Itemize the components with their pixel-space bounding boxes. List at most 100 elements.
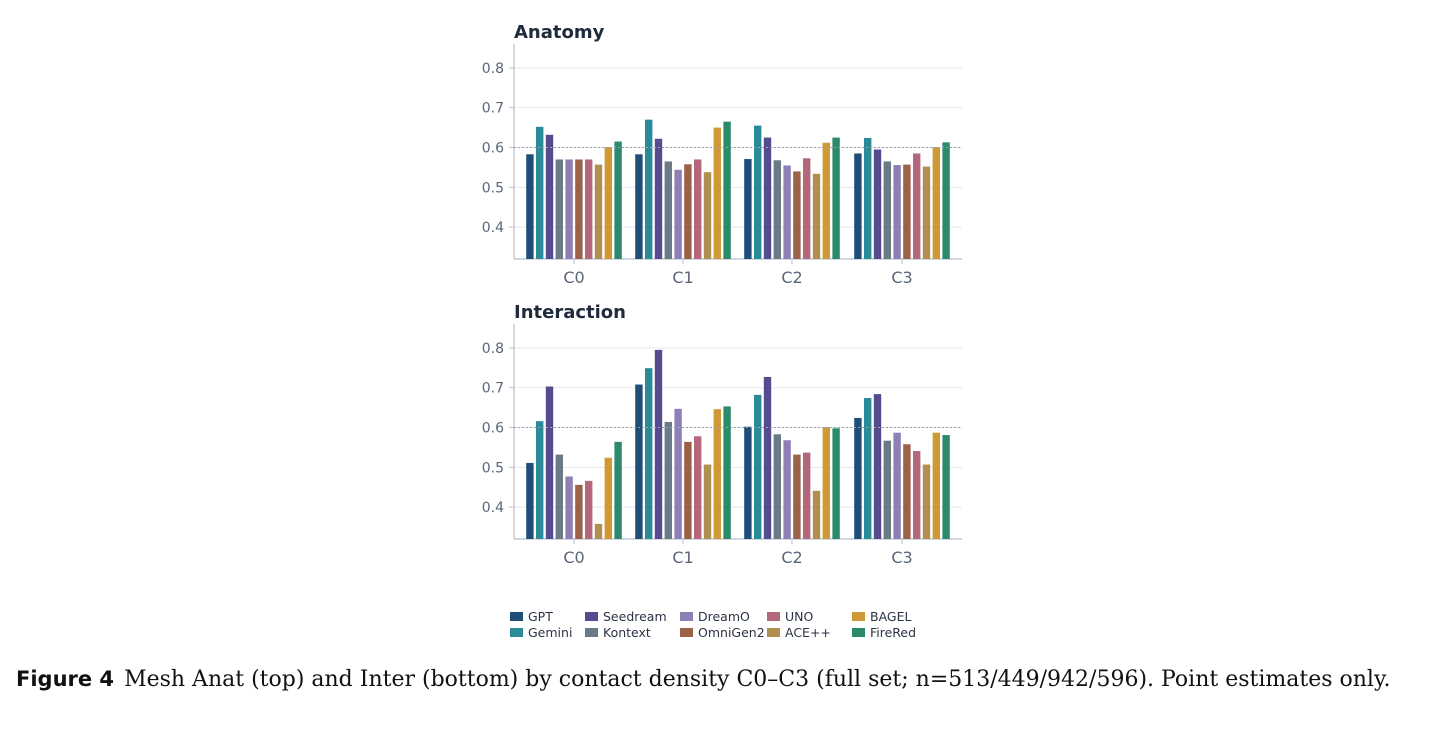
figure-canvas: Anatomy 0.4 0.5 0.6 0.7 0.8 C0 C1 C2 C3 Interacti… xyxy=(482,22,962,640)
bar xyxy=(585,480,593,539)
bar xyxy=(526,154,534,259)
bar xyxy=(763,137,772,259)
bar xyxy=(664,161,672,259)
legend-label: Seedream xyxy=(603,609,667,624)
bar xyxy=(864,398,872,539)
bar xyxy=(832,428,840,539)
x-tick-label: C3 xyxy=(891,548,912,567)
bar xyxy=(654,138,663,259)
bar xyxy=(803,158,811,259)
bar xyxy=(614,441,622,539)
bar xyxy=(585,159,593,259)
bar xyxy=(645,119,653,259)
legend-swatch xyxy=(680,628,693,637)
y-tick-label: 0.4 xyxy=(482,500,504,516)
bar xyxy=(744,159,752,259)
legend-swatch xyxy=(852,612,865,621)
bar xyxy=(664,421,672,539)
bar xyxy=(822,142,830,259)
bar xyxy=(873,149,882,259)
legend-swatch xyxy=(767,628,780,637)
y-tick-label: 0.4 xyxy=(482,220,504,236)
bar xyxy=(754,125,762,260)
legend-label: Gemini xyxy=(528,625,572,640)
anatomy-panel: Anatomy 0.4 0.5 0.6 0.7 0.8 C0 C1 C2 C3 xyxy=(482,22,962,287)
bar xyxy=(713,127,721,259)
x-tick-label: C1 xyxy=(672,548,693,567)
bar xyxy=(575,159,583,259)
legend-label: GPT xyxy=(528,609,553,624)
bar xyxy=(763,376,772,539)
panel-title: Interaction xyxy=(514,302,626,323)
legend-label: Kontext xyxy=(603,625,651,640)
bar xyxy=(942,142,950,259)
bar xyxy=(754,394,762,539)
bar xyxy=(803,452,811,539)
bar xyxy=(703,464,712,539)
legend-swatch xyxy=(510,612,523,621)
legend-label: UNO xyxy=(785,609,813,624)
y-tick-label: 0.5 xyxy=(482,460,504,476)
figure-caption: Figure 4 Mesh Anat (top) and Inter (botto… xyxy=(16,664,1431,695)
bar xyxy=(713,409,721,539)
legend-swatch xyxy=(585,612,598,621)
bar xyxy=(913,451,921,539)
legend-label: BAGEL xyxy=(870,609,911,624)
legend-label: FireRed xyxy=(870,625,916,640)
bar xyxy=(812,173,821,259)
legend-swatch xyxy=(852,628,865,637)
bar xyxy=(536,421,544,539)
y-tick-label: 0.5 xyxy=(482,180,504,196)
bar xyxy=(594,164,603,259)
figure-label: Figure 4 xyxy=(16,667,115,691)
x-tick-label: C3 xyxy=(891,268,912,287)
x-tick-label: C1 xyxy=(672,268,693,287)
bar xyxy=(812,490,821,539)
bar xyxy=(565,476,573,539)
x-tick-label: C0 xyxy=(563,268,584,287)
bar xyxy=(654,349,663,539)
bar xyxy=(674,169,682,259)
bar xyxy=(773,434,781,539)
bar xyxy=(694,436,702,539)
bar xyxy=(545,386,554,539)
legend-swatch xyxy=(510,628,523,637)
bar xyxy=(635,154,643,259)
bar xyxy=(942,435,950,539)
bar xyxy=(536,126,544,259)
legend-swatch xyxy=(680,612,693,621)
bar xyxy=(913,153,921,259)
y-tick-label: 0.7 xyxy=(482,381,504,397)
bar xyxy=(635,384,643,539)
y-tick-label: 0.6 xyxy=(482,141,504,157)
bar xyxy=(545,134,554,259)
bar xyxy=(922,464,931,539)
bar xyxy=(854,417,862,539)
bar xyxy=(565,159,573,259)
bar xyxy=(903,164,911,259)
y-tick-label: 0.8 xyxy=(482,61,504,77)
bar xyxy=(793,454,801,539)
legend-swatch xyxy=(585,628,598,637)
bar xyxy=(614,141,622,259)
bar xyxy=(575,484,583,539)
bar xyxy=(744,426,752,539)
bar xyxy=(883,161,891,259)
legend-label: OmniGen2 xyxy=(698,625,765,640)
bar xyxy=(783,165,791,259)
bar xyxy=(694,159,702,259)
x-tick-label: C2 xyxy=(781,548,802,567)
bar xyxy=(604,457,612,539)
bar xyxy=(674,408,682,539)
legend-label: DreamO xyxy=(698,609,750,624)
legend-label: ACE++ xyxy=(785,625,831,640)
x-tick-label: C2 xyxy=(781,268,802,287)
caption-text: Mesh Anat (top) and Inter (bottom) by co… xyxy=(124,667,1391,692)
bar xyxy=(723,406,731,539)
bar xyxy=(793,171,801,259)
bar xyxy=(645,368,653,539)
legend-swatch xyxy=(767,612,780,621)
bar xyxy=(526,462,534,539)
bar xyxy=(773,160,781,259)
